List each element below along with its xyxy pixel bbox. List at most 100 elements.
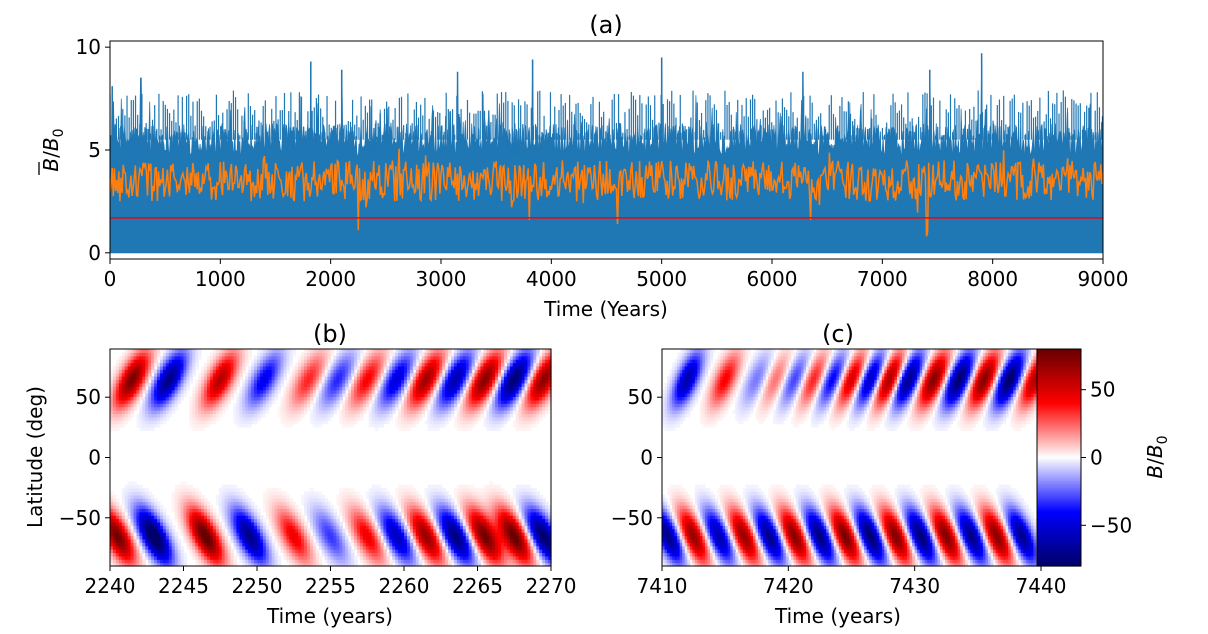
heatmap-cell	[292, 545, 296, 550]
heatmap-cell	[268, 365, 273, 370]
heatmap-cell	[227, 552, 232, 557]
heatmap-cell	[142, 488, 146, 493]
heatmap-cell	[304, 532, 308, 537]
heatmap-cell	[115, 511, 120, 516]
heatmap-cell	[230, 488, 235, 493]
heatmap-cell	[195, 521, 199, 526]
heatmap-cell	[221, 555, 226, 560]
heatmap-cell	[242, 515, 246, 520]
heatmap-cell	[115, 416, 120, 421]
heatmap-cell	[201, 518, 205, 523]
heatmap-cell	[162, 535, 167, 540]
heatmap-cell	[289, 508, 293, 513]
heatmap-cell	[259, 362, 264, 367]
heatmap-cell	[292, 535, 296, 540]
heatmap-cell	[198, 508, 202, 513]
heatmap-cell	[298, 508, 302, 513]
heatmap-cell	[257, 555, 261, 560]
heatmap-cell	[151, 562, 155, 567]
heatmap-cell	[121, 525, 126, 530]
heatmap-cell	[215, 542, 220, 547]
heatmap-cell	[254, 538, 258, 543]
heatmap-cell	[283, 423, 287, 428]
heatmap-cell	[154, 559, 158, 564]
heatmap-cell	[174, 362, 179, 367]
heatmap-cell	[177, 362, 182, 367]
heatmap-cell	[324, 406, 329, 411]
heatmap-cell	[265, 372, 270, 377]
heatmap-cell	[127, 406, 132, 411]
heatmap-cell	[265, 559, 270, 564]
panel-b-heatmap	[110, 349, 552, 567]
heatmap-cell	[268, 389, 273, 394]
heatmap-cell	[251, 359, 255, 364]
heatmap-cell	[142, 501, 146, 506]
heatmap-cell	[280, 355, 285, 360]
heatmap-cell	[330, 369, 335, 374]
heatmap-cell	[112, 389, 117, 394]
heatmap-cell	[330, 376, 335, 381]
heatmap-cell	[262, 359, 267, 364]
heatmap-cell	[265, 379, 270, 384]
heatmap-cell	[112, 515, 117, 520]
heatmap-cell	[204, 365, 208, 370]
heatmap-cell	[306, 535, 311, 540]
heatmap-cell	[186, 538, 190, 543]
heatmap-cell	[189, 552, 193, 557]
heatmap-cell	[127, 396, 132, 401]
heatmap-cell	[251, 365, 255, 370]
heatmap-cell	[295, 420, 299, 425]
heatmap-cell	[151, 494, 155, 499]
heatmap-cell	[289, 393, 293, 398]
heatmap-cell	[321, 525, 326, 530]
heatmap-cell	[236, 545, 240, 550]
heatmap-cell	[115, 396, 120, 401]
heatmap-cell	[265, 532, 270, 537]
heatmap-cell	[230, 484, 235, 489]
heatmap-cell	[157, 549, 161, 554]
heatmap-cell	[127, 416, 132, 421]
heatmap-cell	[124, 382, 129, 387]
heatmap-cell	[130, 559, 135, 564]
heatmap-cell	[321, 359, 326, 364]
heatmap-cell	[254, 535, 258, 540]
heatmap-cell	[127, 413, 132, 418]
heatmap-cell	[324, 538, 329, 543]
heatmap-cell	[207, 403, 211, 408]
heatmap-cell	[212, 403, 217, 408]
heatmap-cell	[130, 349, 135, 353]
heatmap-cell	[195, 406, 199, 411]
heatmap-cell	[151, 498, 155, 503]
heatmap-cell	[271, 372, 276, 377]
heatmap-cell	[304, 369, 308, 374]
heatmap-cell	[312, 416, 317, 421]
heatmap-cell	[186, 376, 190, 381]
heatmap-cell	[124, 555, 129, 560]
heatmap-cell	[312, 365, 317, 370]
heatmap-cell	[204, 382, 208, 387]
heatmap-cell	[315, 538, 320, 543]
heatmap-cell	[133, 501, 138, 506]
heatmap-cell	[157, 538, 161, 543]
heatmap-cell	[321, 352, 326, 357]
heatmap-cell	[318, 352, 323, 357]
heatmap-cell	[157, 349, 161, 353]
heatmap-cell	[295, 528, 299, 533]
x-tick-label: 5000	[636, 267, 687, 291]
heatmap-cell	[209, 386, 214, 391]
heatmap-cell	[127, 515, 132, 520]
heatmap-cell	[151, 559, 155, 564]
heatmap-cell	[277, 535, 282, 540]
heatmap-cell	[207, 389, 211, 394]
heatmap-cell	[136, 559, 140, 564]
heatmap-cell	[339, 559, 343, 564]
heatmap-cell	[230, 349, 235, 353]
heatmap-cell	[233, 515, 238, 520]
heatmap-cell	[218, 532, 223, 537]
heatmap-cell	[127, 379, 132, 384]
heatmap-cell	[257, 521, 261, 526]
heatmap-cell	[212, 562, 217, 567]
heatmap-cell	[209, 515, 214, 520]
heatmap-cell	[195, 488, 199, 493]
heatmap-cell	[115, 365, 120, 370]
